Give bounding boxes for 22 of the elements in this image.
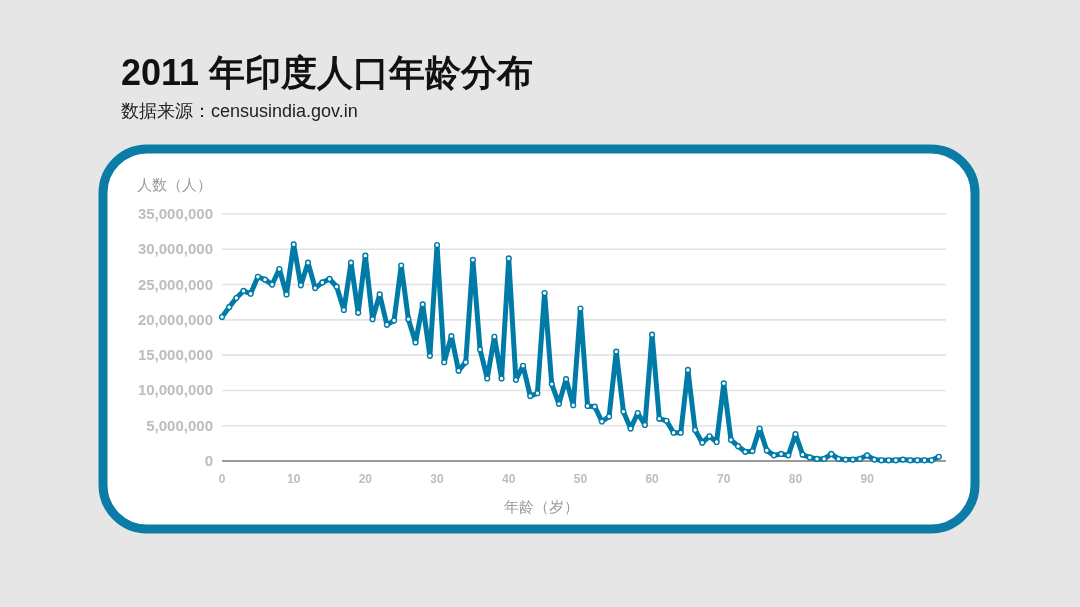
x-tick-label: 70 — [717, 472, 731, 486]
x-axis-title: 年龄（岁） — [503, 498, 579, 515]
chart-title: 2011 年印度人口年龄分布 — [121, 52, 534, 93]
x-tick-label: 20 — [358, 472, 373, 486]
x-tick-label: 60 — [645, 472, 660, 486]
x-tick-label: 10 — [287, 472, 301, 486]
y-tick-label: 5,000,000 — [146, 416, 213, 434]
x-tick-label: 50 — [573, 472, 588, 486]
x-tick-label: 90 — [860, 472, 875, 486]
x-tick-label: 0 — [218, 472, 226, 486]
y-tick-label: 35,000,000 — [137, 205, 213, 222]
chart-subtitle: 数据来源：censusindia.gov.in — [121, 101, 358, 121]
y-axis-title: 人数（人） — [137, 176, 212, 193]
y-tick-label: 15,000,000 — [137, 346, 213, 364]
y-tick-label: 0 — [204, 452, 213, 469]
y-tick-label: 20,000,000 — [137, 310, 213, 328]
x-tick-label: 80 — [788, 472, 803, 486]
x-tick-label: 40 — [502, 472, 516, 486]
y-tick-label: 25,000,000 — [137, 275, 213, 293]
x-tick-label: 30 — [430, 472, 445, 486]
y-tick-label: 30,000,000 — [137, 240, 213, 258]
y-tick-label: 10,000,000 — [137, 381, 213, 399]
